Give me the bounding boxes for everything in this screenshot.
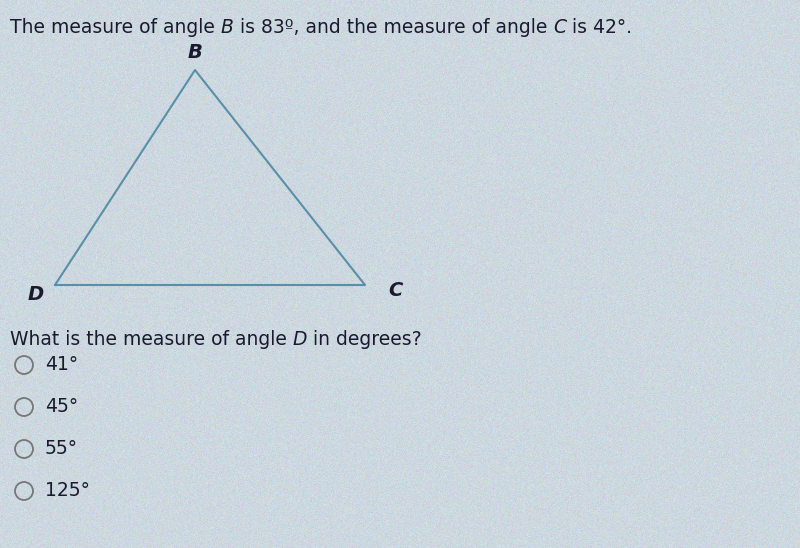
Text: C: C	[553, 18, 566, 37]
Text: 45°: 45°	[45, 397, 78, 416]
Text: The measure of angle: The measure of angle	[10, 18, 221, 37]
Text: in degrees?: in degrees?	[307, 330, 422, 349]
Text: C: C	[388, 281, 402, 300]
Text: 41°: 41°	[45, 356, 78, 374]
Text: D: D	[28, 286, 44, 305]
Text: D: D	[293, 330, 307, 349]
Text: is 42°.: is 42°.	[566, 18, 632, 37]
Text: What is the measure of angle: What is the measure of angle	[10, 330, 293, 349]
Text: B: B	[221, 18, 234, 37]
Text: is 83º, and the measure of angle: is 83º, and the measure of angle	[234, 18, 553, 37]
Text: B: B	[187, 43, 202, 61]
Text: 125°: 125°	[45, 482, 90, 500]
Text: 55°: 55°	[45, 439, 78, 459]
